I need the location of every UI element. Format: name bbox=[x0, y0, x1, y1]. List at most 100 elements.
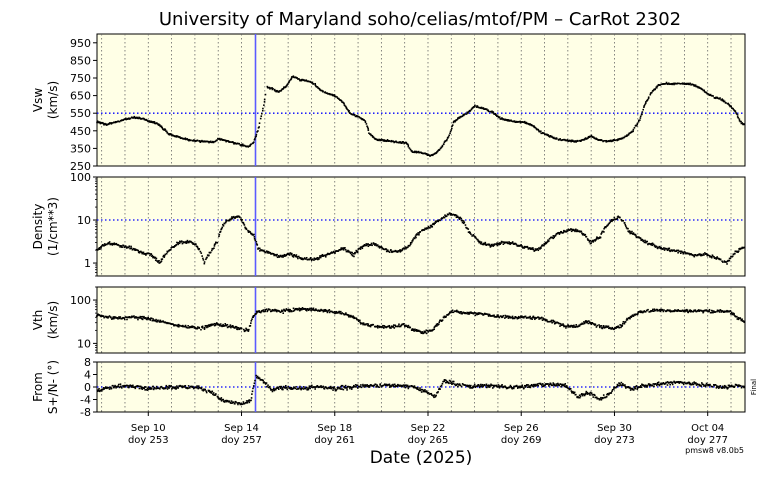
data-point bbox=[440, 384, 443, 387]
data-point bbox=[445, 139, 448, 142]
data-point bbox=[150, 317, 153, 320]
data-point bbox=[222, 323, 224, 326]
data-point bbox=[188, 138, 191, 141]
data-point bbox=[743, 386, 745, 389]
data-point bbox=[442, 143, 445, 145]
data-point bbox=[106, 243, 108, 246]
data-point bbox=[242, 222, 245, 224]
data-point bbox=[323, 309, 325, 311]
data-point bbox=[586, 320, 589, 323]
data-point bbox=[398, 325, 401, 328]
data-point bbox=[502, 118, 505, 120]
data-point bbox=[159, 386, 162, 388]
data-point bbox=[637, 313, 639, 315]
data-point bbox=[461, 115, 464, 118]
data-point bbox=[673, 310, 675, 313]
data-point bbox=[513, 385, 516, 388]
data-point bbox=[264, 93, 267, 96]
data-point bbox=[252, 385, 255, 387]
data-point bbox=[486, 108, 488, 111]
data-point bbox=[360, 384, 362, 386]
data-point bbox=[406, 325, 409, 327]
data-point bbox=[151, 319, 154, 322]
data-point bbox=[467, 385, 469, 387]
data-point bbox=[508, 119, 510, 121]
data-point bbox=[365, 385, 367, 388]
data-point bbox=[563, 230, 565, 233]
data-point bbox=[582, 233, 585, 235]
data-point bbox=[620, 324, 623, 327]
data-point bbox=[230, 400, 233, 402]
data-point bbox=[150, 387, 152, 389]
data-point bbox=[735, 113, 738, 115]
data-point bbox=[144, 253, 146, 255]
data-point bbox=[305, 309, 307, 311]
data-point bbox=[623, 322, 626, 325]
data-point bbox=[705, 384, 707, 386]
data-point bbox=[409, 241, 412, 244]
panel-vsw-yunits: (km/s) bbox=[46, 81, 60, 119]
data-point bbox=[573, 229, 575, 232]
data-point bbox=[352, 316, 354, 319]
data-point bbox=[635, 236, 638, 239]
data-point bbox=[178, 241, 180, 244]
data-point bbox=[111, 317, 114, 320]
data-point bbox=[417, 386, 419, 389]
data-point bbox=[644, 311, 647, 313]
data-point bbox=[186, 138, 189, 140]
data-point bbox=[713, 256, 715, 258]
data-point bbox=[491, 244, 494, 247]
data-point bbox=[489, 385, 492, 387]
data-point bbox=[692, 382, 694, 384]
data-point bbox=[301, 308, 303, 311]
data-point bbox=[414, 151, 417, 153]
data-point bbox=[464, 224, 467, 226]
data-point bbox=[309, 385, 312, 388]
data-point bbox=[250, 397, 253, 399]
data-point bbox=[298, 78, 300, 80]
data-point bbox=[564, 325, 567, 327]
data-point bbox=[327, 387, 329, 390]
data-point bbox=[718, 311, 721, 313]
data-point bbox=[737, 316, 740, 319]
data-point bbox=[726, 387, 729, 390]
data-point bbox=[240, 218, 242, 221]
data-point bbox=[132, 247, 135, 250]
panel-from-points bbox=[96, 374, 746, 406]
data-point bbox=[548, 238, 551, 240]
panel-vth-ylabel: Vth bbox=[31, 310, 45, 331]
data-point bbox=[344, 248, 347, 251]
data-point bbox=[385, 248, 388, 251]
data-point bbox=[656, 310, 659, 312]
data-point bbox=[334, 312, 337, 314]
data-point bbox=[711, 94, 713, 97]
data-point bbox=[514, 242, 517, 245]
panel-from-yunits: S+/N- (°) bbox=[46, 360, 60, 414]
data-point bbox=[448, 379, 451, 382]
data-point bbox=[415, 233, 418, 235]
data-point bbox=[573, 391, 576, 394]
data-point bbox=[137, 117, 139, 120]
data-point bbox=[406, 384, 409, 387]
data-point bbox=[540, 245, 543, 247]
data-point bbox=[141, 388, 144, 390]
data-point bbox=[435, 323, 438, 326]
data-point bbox=[740, 122, 743, 125]
data-point bbox=[678, 82, 680, 85]
data-point bbox=[380, 325, 382, 328]
data-point bbox=[264, 308, 267, 311]
data-point bbox=[594, 323, 597, 326]
data-point bbox=[699, 384, 702, 387]
data-point bbox=[109, 122, 112, 124]
data-point bbox=[619, 382, 621, 385]
data-point bbox=[629, 317, 631, 320]
data-point bbox=[663, 83, 665, 85]
data-point bbox=[193, 243, 195, 245]
data-point bbox=[534, 383, 536, 386]
data-point bbox=[711, 386, 714, 388]
data-point bbox=[482, 107, 485, 109]
data-point bbox=[487, 315, 490, 317]
data-point bbox=[451, 124, 454, 126]
data-point bbox=[526, 246, 529, 249]
data-point bbox=[119, 246, 121, 248]
